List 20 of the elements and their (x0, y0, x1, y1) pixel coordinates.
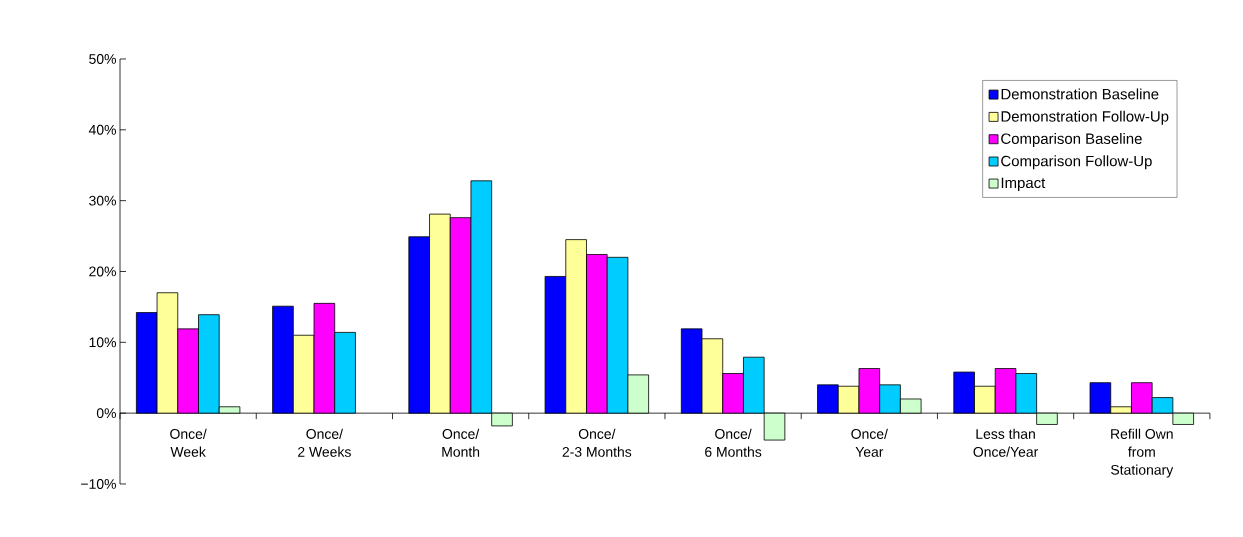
x-tick-label: Refill Own from Stationary (1111, 428, 1174, 478)
y-tick-label: 10% (89, 337, 116, 348)
legend-label: Demonstration Baseline (1001, 88, 1159, 100)
y-tick-label: −10% (81, 479, 116, 489)
legend-label: Comparison Follow-Up (1001, 155, 1152, 170)
legend-label: Comparison Baseline (1001, 133, 1142, 147)
x-tick-label: Once/ 2-3 Months (562, 428, 632, 457)
y-tick-label: 0% (96, 408, 116, 419)
y-tick-label: 40% (88, 124, 116, 135)
x-tick-label: Once/ Year (851, 428, 888, 457)
legend-label: Impact (1001, 177, 1046, 192)
x-tick-label: Less than Once/Year (973, 428, 1039, 457)
x-tick-label: Once/ 6 Months (705, 428, 762, 457)
legend-label: Demonstration Follow-Up (1001, 110, 1169, 125)
x-tick-label: Once/ Week (170, 428, 207, 457)
y-tick-label: 50% (89, 54, 116, 64)
x-tick-label: Once/ 2 Weeks (298, 428, 351, 457)
y-tick-label: 30% (89, 195, 116, 206)
x-tick-label: Once/ Month (442, 428, 480, 457)
y-tick-label: 20% (89, 266, 116, 277)
